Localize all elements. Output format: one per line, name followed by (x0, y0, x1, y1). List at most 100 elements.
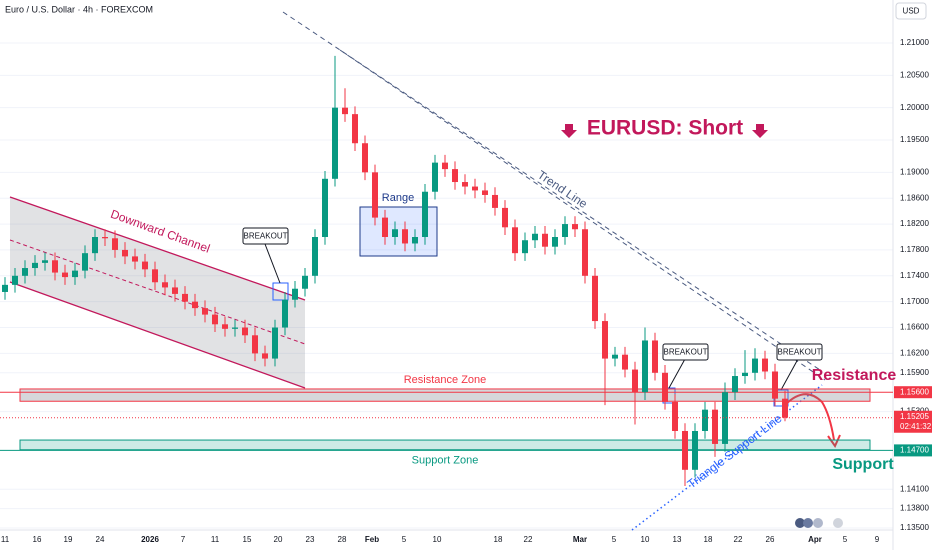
candle-body (742, 372, 748, 377)
candle-body (612, 354, 618, 359)
x-tick-label: 9 (875, 535, 880, 544)
candle-body (672, 401, 678, 431)
y-tick-label: 1.14100 (900, 484, 929, 493)
candle-body (12, 275, 18, 285)
x-tick-label: 10 (641, 535, 650, 544)
x-tick-label: 13 (673, 535, 682, 544)
candle-body (92, 236, 98, 254)
y-tick-label: 1.21000 (900, 38, 929, 47)
candle-body (662, 372, 668, 402)
candle-body (722, 392, 728, 444)
candle-body (242, 327, 248, 336)
candle-body (752, 358, 758, 373)
y-tick-label: 1.16600 (900, 323, 929, 332)
event-icon[interactable] (795, 518, 805, 528)
trend-line-2 (339, 49, 826, 381)
candle-body (692, 430, 698, 470)
x-tick-label: 18 (704, 535, 713, 544)
support-label: Support (832, 456, 894, 473)
candle-body (42, 260, 48, 263)
triangle-support-line (631, 384, 823, 531)
candle-body (2, 284, 8, 292)
candle-body (272, 327, 278, 359)
x-tick-label: 22 (524, 535, 533, 544)
y-tick-label: 1.17800 (900, 245, 929, 254)
x-tick-label: Mar (573, 535, 587, 544)
event-icon[interactable] (803, 518, 813, 528)
candle-body (312, 236, 318, 276)
x-tick-label: 23 (306, 535, 315, 544)
candle-body (682, 430, 688, 470)
zone-label: Resistance Zone (404, 374, 487, 386)
candle-body (52, 260, 58, 273)
breakout-box (776, 343, 823, 361)
x-tick-label: 22 (734, 535, 743, 544)
candle-body (192, 301, 198, 309)
level-tag (894, 444, 932, 457)
candle-body (472, 186, 478, 191)
candle-body (572, 224, 578, 230)
x-tick-label: 2026 (141, 535, 159, 544)
candle-body (652, 340, 658, 373)
y-tick-label: 1.19000 (900, 167, 929, 176)
zone (19, 439, 871, 451)
candle-body (402, 229, 408, 244)
callout-line (780, 358, 799, 391)
breakout-box (242, 227, 289, 245)
annotations: Resistance Zone Support Zone (0, 11, 893, 531)
event-icon[interactable] (833, 518, 843, 528)
candle-body (372, 172, 378, 218)
x-tick-label: Apr (808, 535, 822, 544)
y-tick-label: 1.17000 (900, 297, 929, 306)
x-tick-label: 10 (433, 535, 442, 544)
candle-body (422, 191, 428, 237)
arrow-head (827, 434, 841, 449)
last-price-label: 1.15205 (900, 412, 929, 421)
candle-body (32, 262, 38, 269)
candle-body (302, 275, 308, 289)
y-tick-label: 1.13800 (900, 504, 929, 513)
candle-body (152, 269, 158, 283)
countdown: 02:41:32 (900, 422, 932, 431)
event-icon[interactable] (813, 518, 823, 528)
forecast-arrow (784, 393, 835, 441)
candle-body (212, 314, 218, 325)
candle-body (582, 229, 588, 276)
candle-body (252, 335, 258, 354)
candle-body (392, 229, 398, 237)
candle-body (82, 253, 88, 271)
candle-body (22, 268, 28, 276)
y-tick-label: 1.20000 (900, 103, 929, 112)
candle-body (442, 162, 448, 170)
candle-body (142, 261, 148, 270)
candle-body (532, 233, 538, 241)
candle-body (702, 409, 708, 431)
candle-body (432, 162, 438, 192)
y-tick-label: 1.19500 (900, 135, 929, 144)
chart-title: Euro / U.S. Dollar · 4h · FOREXCOM (5, 4, 153, 14)
zone (19, 388, 871, 402)
currency[interactable]: USD (903, 7, 920, 16)
candle-body (72, 270, 78, 278)
candle-body (262, 353, 268, 359)
x-tick-label: 19 (64, 535, 73, 544)
candle-body (642, 340, 648, 393)
x-tick-label: 20 (274, 535, 283, 544)
candle-body (412, 236, 418, 244)
candle-body (592, 275, 598, 322)
breakout-box (272, 282, 289, 301)
x-tick-label: 28 (338, 535, 347, 544)
breakout-label: BREAKOUT (243, 232, 287, 241)
breakout-label: BREAKOUT (777, 348, 821, 357)
candle-body (352, 114, 358, 144)
currency-button[interactable] (895, 2, 927, 20)
channel-bottom (9, 281, 306, 389)
candle-body (342, 107, 348, 115)
x-tick-label: 11 (1, 535, 10, 544)
headline: EURUSD: Short (587, 117, 743, 140)
y-tick-label: 1.13500 (900, 523, 929, 532)
y-tick-label: 1.15900 (900, 368, 929, 377)
y-tick-label: 1.20500 (900, 70, 929, 79)
candle-body (512, 227, 518, 254)
